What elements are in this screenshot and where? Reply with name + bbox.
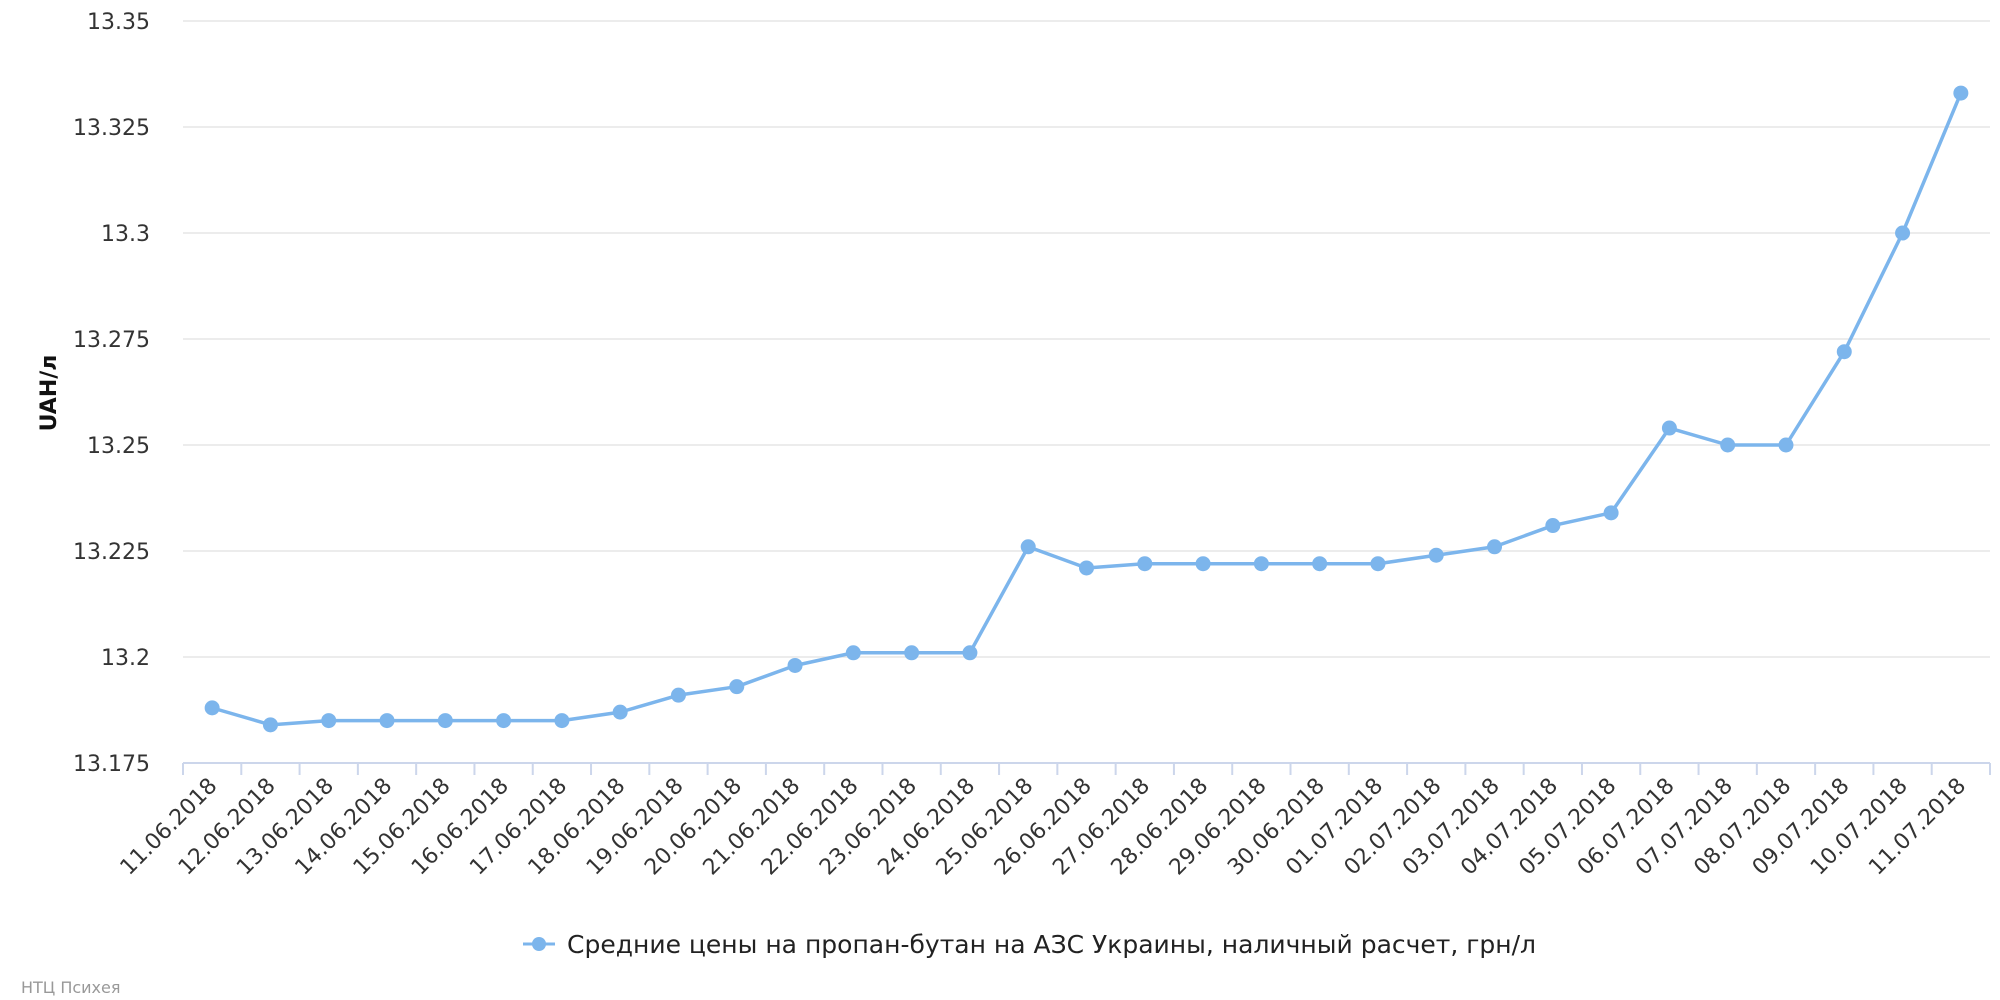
y-tick-label: 13.3 [101,222,150,247]
y-tick-label: 13.175 [73,752,150,777]
data-point[interactable] [1778,437,1794,453]
data-point[interactable] [1312,556,1328,572]
legend-label: Средние цены на пропан-бутан на АЗС Укра… [567,929,1537,959]
y-tick-label: 13.2 [101,646,150,671]
data-point[interactable] [1370,556,1386,572]
data-point[interactable] [670,687,686,703]
y-tick-label: 13.225 [73,540,150,565]
legend-marker-icon [523,937,555,951]
data-point[interactable] [1661,420,1677,436]
data-point[interactable] [1603,505,1619,521]
data-point[interactable] [379,713,395,729]
data-point[interactable] [1428,547,1444,563]
series-line [211,92,1963,727]
y-tick-label: 13.25 [87,434,150,459]
data-point[interactable] [1079,560,1094,576]
data-point[interactable] [787,657,803,673]
data-point[interactable] [1953,85,1969,101]
data-point[interactable] [1137,556,1153,572]
data-point[interactable] [1195,556,1211,572]
data-point[interactable] [554,713,570,729]
y-axis: 13.175 13.2 13.225 13.25 13.275 13.3 13.325 13.… [73,10,150,777]
data-point[interactable] [204,700,220,716]
data-point[interactable] [1895,225,1911,241]
data-point[interactable] [496,713,512,729]
data-point[interactable] [845,645,861,661]
y-tick-label: 13.35 [87,10,150,35]
credit-text[interactable]: НТЦ Психея [21,978,121,997]
y-tick-label: 13.275 [73,328,150,353]
data-point[interactable] [1487,539,1503,555]
data-point[interactable] [262,717,278,733]
data-point[interactable] [1836,344,1852,360]
data-point[interactable] [904,645,920,661]
data-point[interactable] [1545,518,1561,534]
data-point[interactable] [437,713,453,729]
data-point[interactable] [1720,437,1736,453]
legend-item[interactable]: Средние цены на пропан-бутан на АЗС Укра… [523,926,1536,962]
y-axis-title: UAH/л [37,355,62,432]
series-group[interactable] [204,85,1969,733]
gridlines [183,20,1990,764]
data-point[interactable] [962,645,978,661]
data-point[interactable] [612,704,628,720]
data-point[interactable] [729,679,745,695]
data-point[interactable] [1020,539,1036,555]
data-point[interactable] [1253,556,1269,572]
data-point[interactable] [321,713,337,729]
y-tick-label: 13.325 [73,116,150,141]
x-axis: 11.06.201812.06.201813.06.201814.06.2018… [116,762,1991,880]
